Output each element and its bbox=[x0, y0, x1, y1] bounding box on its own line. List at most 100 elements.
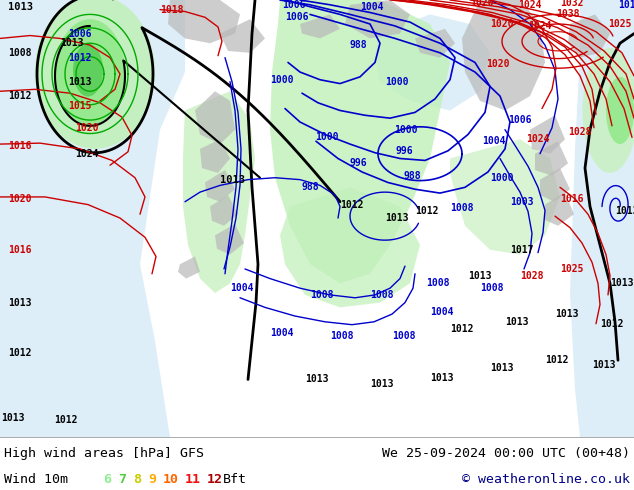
Polygon shape bbox=[0, 0, 185, 437]
Text: 1008: 1008 bbox=[450, 203, 474, 214]
Text: High wind areas [hPa] GFS: High wind areas [hPa] GFS bbox=[4, 446, 204, 460]
Text: 1013: 1013 bbox=[60, 38, 84, 48]
Text: 1013: 1013 bbox=[615, 206, 634, 217]
Text: 1018: 1018 bbox=[160, 4, 183, 15]
Text: 1013: 1013 bbox=[305, 374, 328, 385]
Text: 1032: 1032 bbox=[560, 0, 583, 8]
Text: 1008: 1008 bbox=[310, 290, 333, 300]
Text: 1008: 1008 bbox=[480, 283, 503, 293]
Text: 1020: 1020 bbox=[8, 194, 32, 204]
Text: 1012: 1012 bbox=[545, 355, 569, 365]
Text: 1020: 1020 bbox=[75, 123, 98, 133]
Text: 1008: 1008 bbox=[426, 278, 450, 289]
Text: 1012: 1012 bbox=[8, 91, 32, 101]
Polygon shape bbox=[195, 91, 235, 144]
Text: 988: 988 bbox=[350, 40, 368, 50]
Polygon shape bbox=[168, 0, 240, 43]
Text: 1013: 1013 bbox=[430, 372, 453, 383]
Polygon shape bbox=[450, 139, 560, 255]
Text: 1008: 1008 bbox=[392, 331, 415, 341]
Text: 1012: 1012 bbox=[600, 318, 623, 329]
Text: 1013: 1013 bbox=[220, 174, 245, 185]
Polygon shape bbox=[178, 256, 200, 279]
Text: 1008: 1008 bbox=[8, 48, 32, 58]
Text: 1004: 1004 bbox=[270, 328, 294, 338]
Text: 1013: 1013 bbox=[592, 360, 616, 370]
Text: 1020: 1020 bbox=[470, 0, 493, 8]
Polygon shape bbox=[568, 14, 610, 58]
Text: 1028: 1028 bbox=[520, 270, 543, 281]
Text: 1013: 1013 bbox=[68, 76, 91, 87]
Text: 1015: 1015 bbox=[68, 100, 91, 111]
Ellipse shape bbox=[73, 44, 103, 97]
Text: 1012: 1012 bbox=[8, 347, 32, 358]
Text: 1012: 1012 bbox=[450, 324, 474, 335]
Text: 1013: 1013 bbox=[1, 413, 25, 423]
Polygon shape bbox=[220, 19, 265, 53]
Text: 1024: 1024 bbox=[526, 134, 550, 144]
Text: 988: 988 bbox=[404, 171, 422, 181]
Polygon shape bbox=[462, 0, 545, 110]
Text: 1012: 1012 bbox=[415, 206, 439, 217]
Text: 1012: 1012 bbox=[68, 52, 91, 63]
Text: 988: 988 bbox=[302, 182, 320, 192]
Polygon shape bbox=[200, 139, 230, 173]
Text: Wind 10m: Wind 10m bbox=[4, 473, 68, 486]
Text: 1016: 1016 bbox=[560, 194, 583, 204]
Text: 996: 996 bbox=[350, 158, 368, 168]
Polygon shape bbox=[530, 115, 565, 154]
Polygon shape bbox=[535, 141, 568, 176]
Text: 1004: 1004 bbox=[360, 2, 384, 12]
Text: 1004: 1004 bbox=[482, 136, 505, 146]
Polygon shape bbox=[300, 14, 340, 38]
Text: 1024: 1024 bbox=[75, 148, 98, 159]
Text: 1004: 1004 bbox=[430, 307, 453, 317]
Polygon shape bbox=[210, 195, 238, 226]
Text: 12: 12 bbox=[207, 473, 223, 486]
Text: 1008: 1008 bbox=[370, 290, 394, 300]
Text: 1025: 1025 bbox=[560, 264, 583, 274]
Text: 1008: 1008 bbox=[330, 331, 354, 341]
Text: 7: 7 bbox=[118, 473, 126, 486]
Ellipse shape bbox=[35, 0, 155, 149]
Text: 1004: 1004 bbox=[230, 283, 254, 293]
Text: 1013: 1013 bbox=[385, 213, 408, 223]
Text: 1013: 1013 bbox=[505, 317, 529, 327]
Polygon shape bbox=[570, 0, 634, 437]
Text: 1016: 1016 bbox=[8, 245, 32, 255]
Text: 1024: 1024 bbox=[528, 21, 552, 31]
Polygon shape bbox=[375, 14, 490, 110]
Text: 1006: 1006 bbox=[282, 0, 306, 10]
Text: 6: 6 bbox=[103, 473, 111, 486]
Text: 11: 11 bbox=[185, 473, 201, 486]
Text: © weatheronline.co.uk: © weatheronline.co.uk bbox=[462, 473, 630, 486]
Ellipse shape bbox=[55, 19, 125, 125]
Text: 1012: 1012 bbox=[340, 199, 363, 210]
Text: 1020: 1020 bbox=[486, 59, 510, 70]
Polygon shape bbox=[540, 168, 570, 202]
Text: 1013: 1013 bbox=[490, 363, 514, 373]
Text: 1017: 1017 bbox=[510, 245, 533, 255]
Text: 1006: 1006 bbox=[68, 28, 91, 39]
Text: 1013: 1013 bbox=[370, 379, 394, 389]
Text: 1016: 1016 bbox=[8, 141, 32, 151]
Text: 1038: 1038 bbox=[556, 9, 579, 20]
Text: 1000: 1000 bbox=[315, 132, 339, 143]
Text: 996: 996 bbox=[395, 146, 413, 156]
Polygon shape bbox=[183, 91, 255, 293]
Text: 1003: 1003 bbox=[510, 196, 533, 207]
Text: We 25-09-2024 00:00 UTC (00+48): We 25-09-2024 00:00 UTC (00+48) bbox=[382, 446, 630, 460]
Polygon shape bbox=[345, 0, 410, 38]
Polygon shape bbox=[415, 29, 455, 58]
Text: 1006: 1006 bbox=[285, 12, 309, 22]
Text: 1028: 1028 bbox=[568, 126, 592, 137]
Text: Bft: Bft bbox=[223, 473, 247, 486]
Text: 1020: 1020 bbox=[490, 19, 514, 29]
Polygon shape bbox=[545, 192, 574, 226]
Text: 1000: 1000 bbox=[490, 172, 514, 183]
Text: 1000: 1000 bbox=[394, 124, 418, 135]
Text: 10: 10 bbox=[163, 473, 179, 486]
Text: 1013: 1013 bbox=[468, 270, 491, 281]
Text: 1013: 1013 bbox=[8, 297, 32, 308]
Polygon shape bbox=[205, 170, 235, 202]
